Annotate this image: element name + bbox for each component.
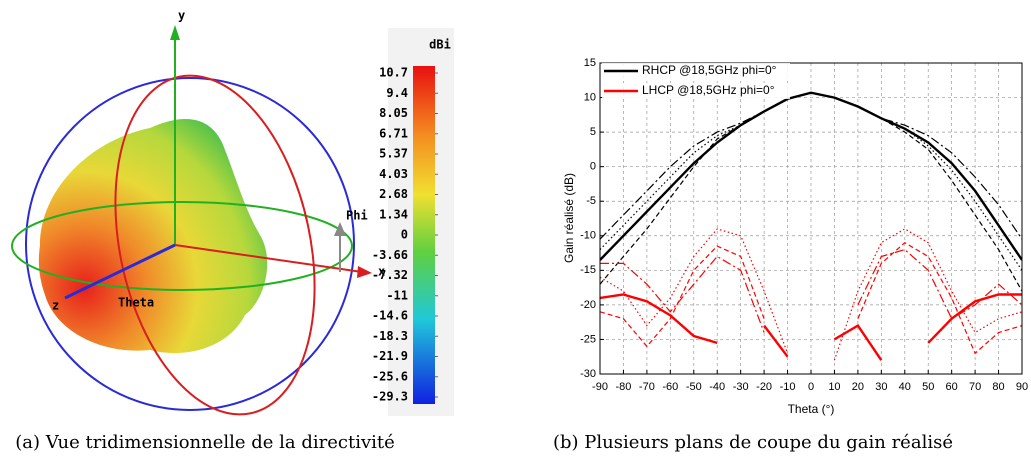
colorbar-tick-label: -25.6 xyxy=(372,369,408,383)
series-line xyxy=(600,228,1022,361)
y-axis-title: Gain réalisé (dB) xyxy=(562,173,576,263)
y-tick-label: -5 xyxy=(586,195,596,207)
phi-ring xyxy=(25,77,355,411)
colorbar-tick-label: -7.32 xyxy=(372,268,408,282)
y-tick-label: 5 xyxy=(590,126,596,138)
colorbar-tick-label: 2.68 xyxy=(379,187,408,201)
caption: (b) Plusieurs plans de coupe du gain réa… xyxy=(553,432,953,453)
legend-bg xyxy=(602,83,790,99)
x-axis-title: Theta (°) xyxy=(788,402,835,416)
x-tick-label: 70 xyxy=(969,381,981,393)
x-tick-label: 60 xyxy=(946,381,958,393)
axis-label: y xyxy=(178,9,185,23)
axis-label: z xyxy=(52,299,59,313)
x-tick-label: -70 xyxy=(639,381,655,393)
y-tick-label: 0 xyxy=(590,161,596,173)
series-line xyxy=(600,92,1022,271)
colorbar-tick-label: -3.66 xyxy=(372,248,408,262)
x-tick-label: 50 xyxy=(922,381,934,393)
pattern-surface xyxy=(38,119,268,354)
colorbar-tick-label: -29.3 xyxy=(372,390,408,404)
x-tick-label: 30 xyxy=(875,381,887,393)
x-tick-label: -50 xyxy=(686,381,702,393)
z-axis-arrow xyxy=(64,243,176,300)
colorbar-tick-label: -14.6 xyxy=(372,309,408,323)
series-line xyxy=(600,92,1022,292)
y-tick-label: 15 xyxy=(584,57,596,69)
y-tick-label: -30 xyxy=(580,368,596,380)
arrow-head xyxy=(170,25,180,40)
caption: (a) Vue tridimensionnelle de la directiv… xyxy=(15,432,395,453)
legend-bg xyxy=(602,63,790,79)
x-tick-label: -20 xyxy=(756,381,772,393)
axis-label: Theta xyxy=(118,296,154,310)
y-tick-label: -15 xyxy=(580,264,596,276)
series-line xyxy=(600,293,1022,361)
x-tick-label: 90 xyxy=(1016,381,1028,393)
y-tick-label: 10 xyxy=(584,91,596,103)
x-tick-label: 20 xyxy=(852,381,864,393)
colorbar-title: dBi xyxy=(429,38,451,52)
radiation-view: y x z Phi Theta dBi xyxy=(11,9,454,416)
y-tick-label: -10 xyxy=(580,230,596,242)
arrow-head xyxy=(334,222,346,236)
colorbar-tick-label: 4.03 xyxy=(379,167,408,181)
x-tick-label: 0 xyxy=(808,381,814,393)
x-tick-label: -30 xyxy=(733,381,749,393)
y-tick-label: -20 xyxy=(580,299,596,311)
series-line xyxy=(600,248,1022,333)
x-tick-label: -80 xyxy=(615,381,631,393)
colorbar-tick-label: 8.05 xyxy=(379,106,408,120)
x-tick-label: 40 xyxy=(899,381,911,393)
colorbar-tick-label: -11 xyxy=(386,288,408,302)
legend-label: RHCP @18,5GHz phi=0° xyxy=(642,63,777,77)
x-axis-arrow xyxy=(174,244,363,273)
axis-label: x xyxy=(378,265,385,279)
colorbar-tick-label: 6.71 xyxy=(379,126,408,140)
x-tick-label: -40 xyxy=(709,381,725,393)
colorbar-tick-label: 0 xyxy=(401,228,408,242)
x-tick-label: -10 xyxy=(780,381,796,393)
meridian-ring xyxy=(114,74,316,416)
colorbar-tick-label: 10.7 xyxy=(379,66,408,80)
axis-label: Phi xyxy=(346,209,368,223)
x-tick-label: -60 xyxy=(662,381,678,393)
series-line xyxy=(600,241,1022,355)
x-tick-label: 10 xyxy=(828,381,840,393)
colorbar-tick-label: 9.4 xyxy=(386,86,408,100)
x-tick-label: -90 xyxy=(592,381,608,393)
y-tick-label: -25 xyxy=(580,333,596,345)
colorbar-tick-label: 1.34 xyxy=(379,207,408,221)
colorbar xyxy=(413,66,435,404)
colorbar-tick-label: -18.3 xyxy=(372,329,408,343)
x-tick-label: 80 xyxy=(992,381,1004,393)
lines xyxy=(600,91,1022,361)
colorbar-tick-label: 5.37 xyxy=(379,147,408,161)
colorbar-tick-label: -21.9 xyxy=(372,349,408,363)
theta-ring xyxy=(11,201,353,291)
legend-label: LHCP @18,5GHz phi=0° xyxy=(642,83,775,97)
arrow-head xyxy=(357,266,372,278)
